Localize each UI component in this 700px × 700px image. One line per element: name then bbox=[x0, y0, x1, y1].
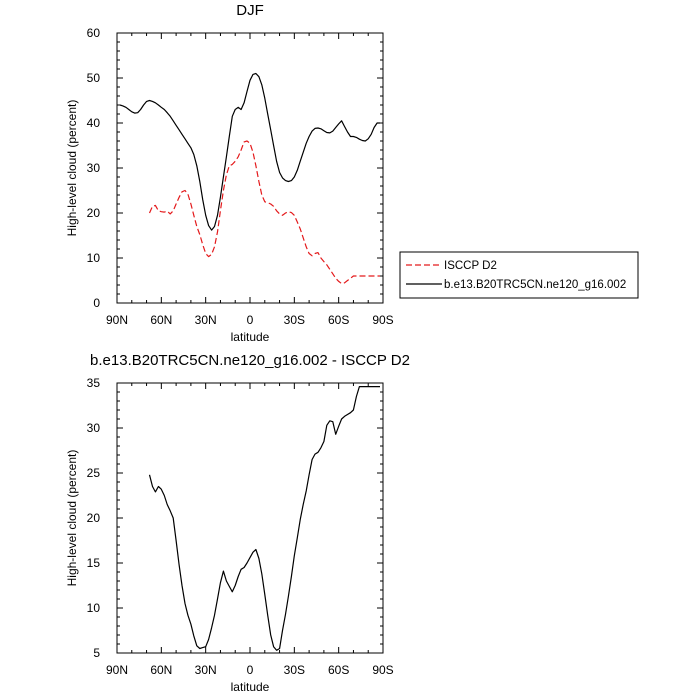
legend-label-0: ISCCP D2 bbox=[444, 260, 497, 272]
bottom-x-tick-label: 30N bbox=[195, 663, 217, 677]
top-x-tick-label: 60N bbox=[150, 313, 172, 327]
top-y-tick-label: 50 bbox=[87, 71, 101, 85]
top-series-line-1 bbox=[119, 72, 380, 231]
top-y-tick-label: 60 bbox=[87, 26, 101, 40]
bottom-x-tick-label: 90N bbox=[106, 663, 128, 677]
top-plot-frame bbox=[116, 32, 384, 304]
bottom-y-tick-label: 10 bbox=[87, 601, 101, 615]
top-x-axis-label: latitude bbox=[231, 330, 270, 344]
top-x-tick-label: 60S bbox=[328, 313, 349, 327]
top-x-tick-label: 90S bbox=[372, 313, 393, 327]
bottom-x-tick-label: 30S bbox=[284, 663, 305, 677]
top-x-tick-label: 90N bbox=[106, 313, 128, 327]
bottom-chart-title: b.e13.B20TRC5CN.ne120_g16.002 - ISCCP D2 bbox=[90, 352, 410, 369]
top-x-tick-label: 30N bbox=[195, 313, 217, 327]
bottom-plot-frame bbox=[116, 382, 384, 654]
top-y-axis-label: High-level cloud (percent) bbox=[65, 100, 79, 237]
bottom-x-tick-label: 60S bbox=[328, 663, 349, 677]
top-y-tick-label: 0 bbox=[93, 296, 100, 310]
legend-label-1: b.e13.B20TRC5CN.ne120_g16.002 bbox=[444, 279, 626, 291]
top-x-tick-label: 30S bbox=[284, 313, 305, 327]
bottom-y-tick-label: 25 bbox=[87, 466, 101, 480]
bottom-x-axis-label: latitude bbox=[231, 680, 270, 694]
top-series-line-0 bbox=[148, 140, 380, 285]
bottom-x-tick-label: 90S bbox=[372, 663, 393, 677]
top-y-tick-label: 40 bbox=[87, 116, 101, 130]
bottom-x-tick-label: 60N bbox=[150, 663, 172, 677]
bottom-y-tick-label: 30 bbox=[87, 421, 101, 435]
top-chart-title: DJF bbox=[236, 2, 264, 19]
bottom-y-tick-label: 35 bbox=[87, 376, 101, 390]
bottom-y-tick-label: 20 bbox=[87, 511, 101, 525]
top-y-tick-label: 30 bbox=[87, 161, 101, 175]
top-x-tick-label: 0 bbox=[247, 313, 254, 327]
bottom-y-axis-label: High-level cloud (percent) bbox=[65, 450, 79, 587]
bottom-x-tick-label: 0 bbox=[247, 663, 254, 677]
bottom-y-tick-label: 5 bbox=[93, 646, 100, 660]
bottom-series-line-0 bbox=[148, 386, 380, 651]
top-y-tick-label: 20 bbox=[87, 206, 101, 220]
top-y-tick-label: 10 bbox=[87, 251, 101, 265]
legend-box bbox=[399, 251, 639, 299]
bottom-y-tick-label: 15 bbox=[87, 556, 101, 570]
